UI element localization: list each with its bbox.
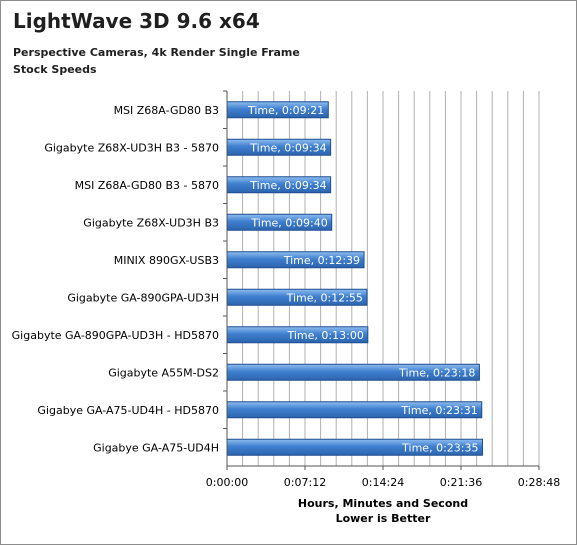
axes (223, 90, 540, 470)
x-axis-title: Hours, Minutes and Second (298, 497, 468, 510)
category-label: Gigabyte GA-890GPA-UD3H (67, 291, 219, 304)
data-label: Time, 0:23:35 (401, 441, 478, 454)
labels: 0:00:00 0:07:12 0:14:24 0:21:36 0:28:48 MSI Z… (12, 104, 561, 525)
data-label: Time, 0:09:40 (250, 216, 327, 229)
category-label: Gigabye GA-A75-UD4H (93, 441, 219, 454)
category-label: Gigabyte Z68X-UD3H B3 (83, 216, 219, 229)
data-label: Time, 0:13:00 (287, 329, 364, 342)
category-label: MINIX 890GX-USB3 (114, 254, 219, 267)
data-label: Time, 0:12:39 (283, 254, 360, 267)
bars (226, 101, 483, 456)
category-label: Gigabyte Z68X-UD3H B3 - 5870 (44, 141, 219, 154)
x-tick-label: 0:28:48 (518, 476, 560, 489)
chart-subtitle: Stock Speeds (13, 63, 97, 76)
category-label: Gigabyte A55M-DS2 (108, 366, 219, 379)
data-label: Time, 0:23:18 (398, 366, 475, 379)
chart-subtitle: Perspective Cameras, 4k Render Single Fr… (13, 46, 300, 59)
x-tick-label: 0:07:12 (284, 476, 326, 489)
data-label: Time, 0:09:21 (247, 104, 324, 117)
x-tick-label: 0:14:24 (362, 476, 404, 489)
chart-title: LightWave 3D 9.6 x64 (13, 9, 260, 33)
category-label: Gigabye GA-A75-UD4H - HD5870 (37, 404, 219, 417)
data-label: Time, 0:09:34 (249, 179, 326, 192)
x-tick-label: 0:00:00 (206, 476, 248, 489)
data-label: Time, 0:12:55 (286, 291, 363, 304)
data-label: Time, 0:09:34 (249, 141, 326, 154)
x-axis-title: Lower is Better (336, 512, 431, 525)
x-tick-label: 0:21:36 (440, 476, 482, 489)
data-label: Time, 0:23:31 (400, 404, 477, 417)
category-label: MSI Z68A-GD80 B3 (114, 104, 219, 117)
category-label: MSI Z68A-GD80 B3 - 5870 (75, 179, 219, 192)
category-label: Gigabyte GA-890GPA-UD3H - HD5870 (12, 329, 219, 342)
